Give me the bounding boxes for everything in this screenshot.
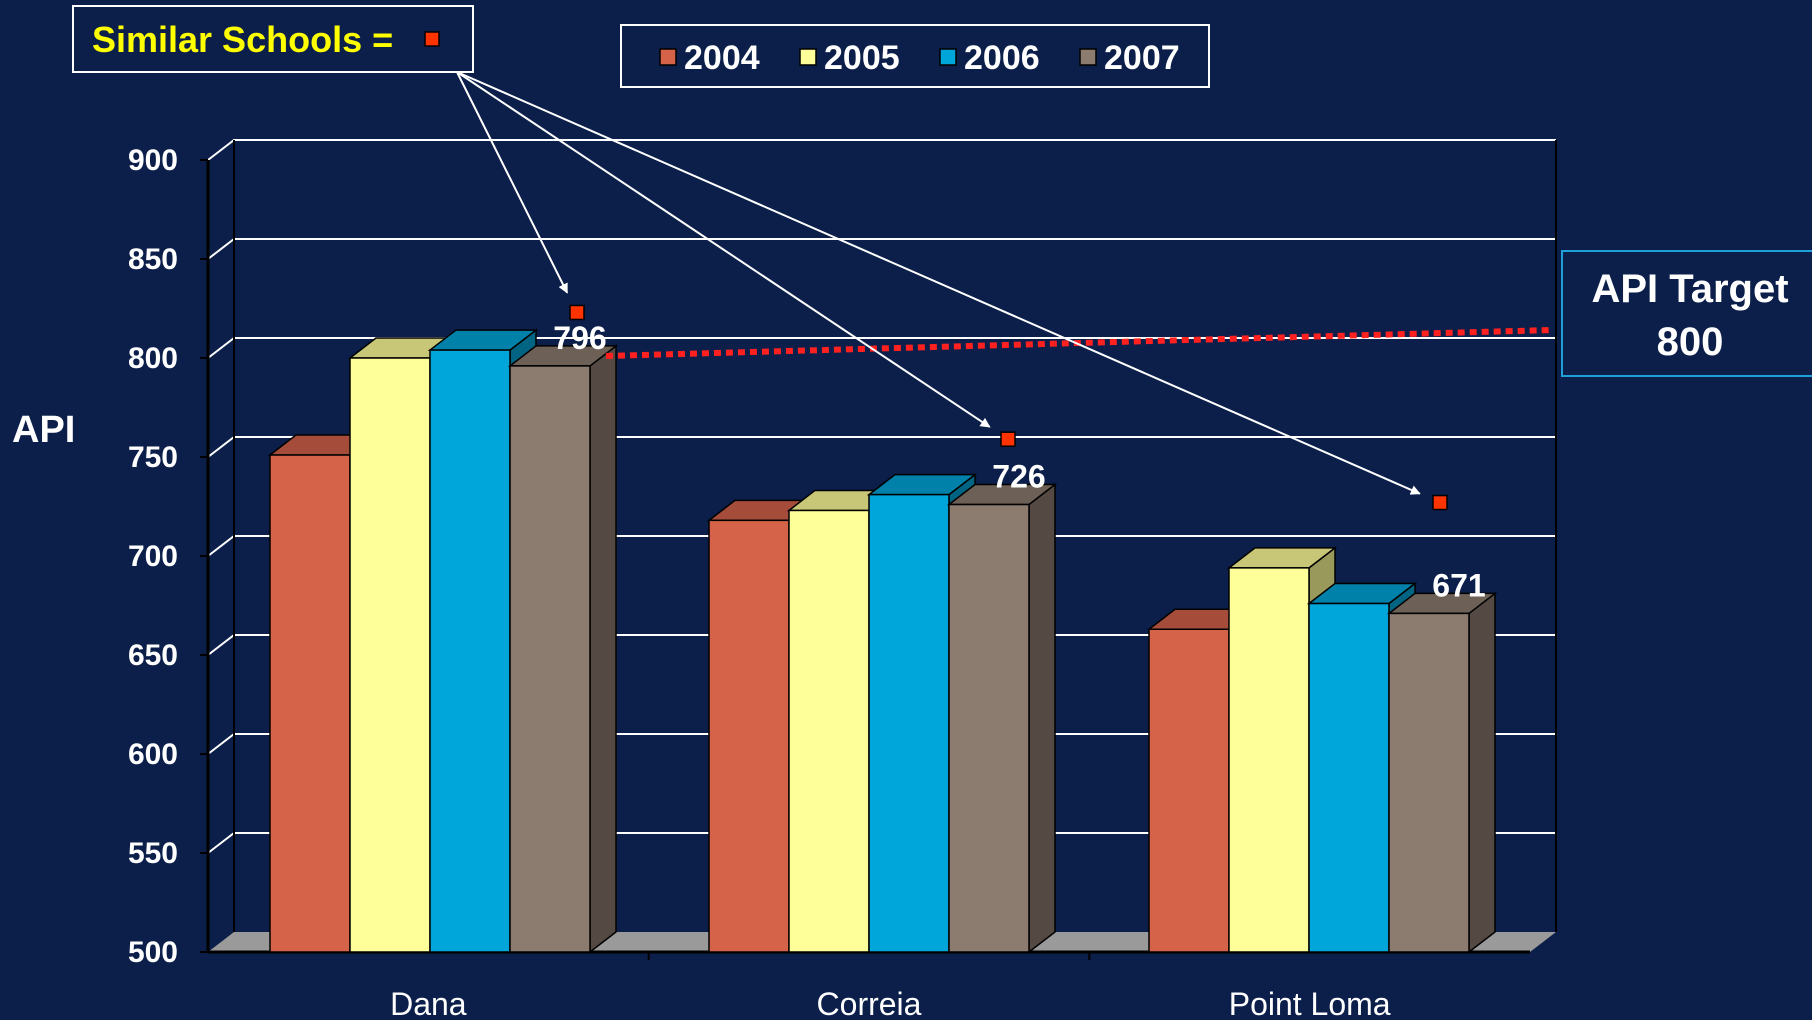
api-target-value: 800 <box>1657 320 1724 364</box>
target-line-group <box>605 327 1553 359</box>
legend-swatch <box>939 48 957 66</box>
y-tick-label: 800 <box>128 342 178 375</box>
similar-schools-marker-icon <box>424 31 440 47</box>
y-tick-label: 550 <box>128 837 178 870</box>
category-label: Dana <box>390 986 467 1020</box>
bar-front <box>1228 567 1310 953</box>
y-tick-label: 900 <box>128 144 178 177</box>
similar-schools-marker <box>569 304 585 321</box>
category-label: Correia <box>817 986 922 1020</box>
bar-front <box>349 357 431 953</box>
legend-item-2004: 2004 <box>659 39 760 77</box>
y-tick-label: 750 <box>128 441 178 474</box>
y-tick-label: 850 <box>128 243 178 276</box>
legend-label: 2006 <box>964 39 1040 77</box>
bar-front <box>1308 602 1390 953</box>
category-label: Point Loma <box>1229 986 1391 1020</box>
similar-schools-label: Similar Schools = <box>92 19 393 60</box>
bar-point-loma-2007 <box>1386 591 1498 954</box>
data-labels: 796 726 671 <box>553 320 1485 603</box>
similar-schools-arrow <box>456 71 1421 495</box>
bar-side <box>1028 482 1056 954</box>
legend-label: 2007 <box>1104 39 1180 77</box>
y-tick-label: 700 <box>128 540 178 573</box>
legend-item-2005: 2005 <box>799 39 900 77</box>
legend-swatch <box>799 48 817 66</box>
similar-schools-marker <box>1432 494 1448 511</box>
legend-item-2006: 2006 <box>939 39 1040 77</box>
similar-schools-markers <box>569 304 1448 511</box>
data-label: 796 <box>553 320 606 356</box>
bar-front <box>1148 628 1230 953</box>
api-target-title: API Target <box>1591 267 1788 311</box>
similar-schools-arrow <box>456 71 991 428</box>
data-label: 726 <box>992 459 1045 495</box>
bar-front <box>788 509 870 953</box>
bar-front <box>509 365 591 953</box>
y-axis-label: API <box>12 409 75 451</box>
api-target-box: API Target 800 <box>1561 250 1812 377</box>
y-tick-label: 500 <box>128 936 178 969</box>
y-tick-label: 600 <box>128 738 178 771</box>
y-tick-labels: 500 550 600 650 700 750 800 850 900 <box>128 144 178 969</box>
bar-front <box>868 493 950 953</box>
similar-schools-arrows <box>456 71 1421 495</box>
legend-box <box>620 24 1210 88</box>
legend-label: 2005 <box>824 39 900 77</box>
similar-schools-arrow <box>456 71 569 294</box>
bar-front <box>1388 612 1470 953</box>
category-labels: Dana Correia Point Loma <box>390 986 1391 1020</box>
bar-front <box>269 454 351 953</box>
legend: 2004 2005 2006 2007 <box>620 24 1210 88</box>
legend-label: 2004 <box>684 39 760 77</box>
bars <box>267 328 1498 954</box>
similar-schools-marker <box>1000 431 1016 447</box>
bar-side <box>1468 591 1496 954</box>
legend-item-2007: 2007 <box>1079 39 1180 77</box>
y-tick-label: 650 <box>128 639 178 672</box>
bar-side <box>589 344 617 954</box>
similar-schools-box: Similar Schools = <box>72 5 474 73</box>
bar-front <box>948 503 1030 953</box>
bar-dana-2007 <box>507 344 619 954</box>
bar-correia-2007 <box>946 482 1058 954</box>
bar-front <box>708 519 790 953</box>
data-label: 671 <box>1432 567 1485 603</box>
legend-swatch <box>1079 48 1097 66</box>
legend-swatch <box>659 48 677 66</box>
bar-front <box>429 349 511 953</box>
api-target-line <box>605 327 1553 359</box>
